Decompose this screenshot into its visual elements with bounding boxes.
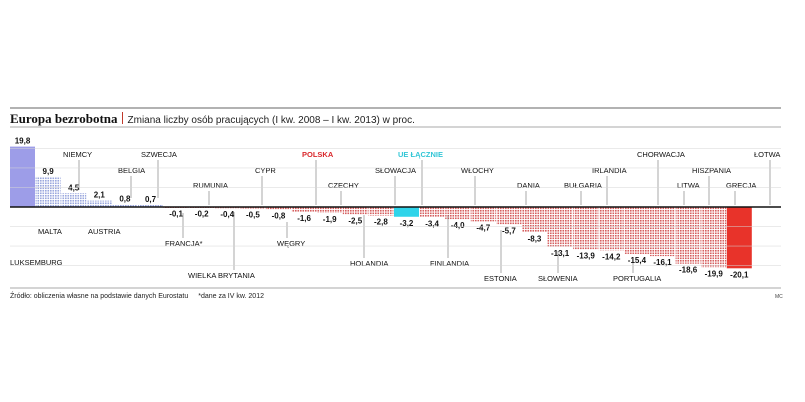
bar-irlandia xyxy=(573,207,599,250)
category-label-rumunia: RUMUNIA xyxy=(193,181,228,190)
bar-ue-lacznie xyxy=(394,207,419,217)
category-label-wielka-brytania: WIELKA BRYTANIA xyxy=(188,271,255,280)
value-label-finlandia: -3,4 xyxy=(425,219,439,228)
category-label-polska: POLSKA xyxy=(302,150,334,159)
value-label-francja: -0,1 xyxy=(169,209,183,218)
bar-dania xyxy=(496,207,522,225)
category-label-cypr: CYPR xyxy=(255,166,276,175)
value-label-portugalia: -14,2 xyxy=(602,252,621,261)
bar-portugalia xyxy=(598,207,624,251)
category-label-litwa: LITWA xyxy=(677,181,700,190)
value-label-austria: 2,1 xyxy=(94,191,106,200)
value-label-bulgaria: -13,1 xyxy=(551,249,570,258)
bar-finlandia xyxy=(419,207,445,218)
title-divider xyxy=(121,112,123,124)
bar-slowenia xyxy=(522,207,547,233)
bar-belgia xyxy=(112,204,138,207)
bar-chorwacja xyxy=(624,207,650,254)
value-label-chorwacja: -15,4 xyxy=(628,256,647,265)
category-label-chorwacja: CHORWACJA xyxy=(637,150,685,159)
category-label-ue-lacznie: UE ŁĄCZNIE xyxy=(398,150,443,159)
bar-bulgaria xyxy=(547,207,573,247)
chart-subtitle: Zmiana liczby osób pracujących (I kw. 20… xyxy=(127,115,415,126)
source-note: Źródło: obliczenia własne na podstawie d… xyxy=(10,293,189,300)
value-label-slowenia: -8,3 xyxy=(528,234,542,243)
value-label-cypr: -0,5 xyxy=(246,211,260,220)
value-label-wielka-brytania: -0,4 xyxy=(220,210,234,219)
value-label-irlandia: -13,9 xyxy=(577,251,596,260)
category-label-bulgaria: BUŁGARIA xyxy=(564,181,602,190)
bar-wlochy xyxy=(445,207,471,220)
bar-szwecja xyxy=(138,204,163,207)
bar-czechy xyxy=(317,207,343,213)
category-label-niemcy: NIEMCY xyxy=(63,150,92,159)
value-label-malta: 9,9 xyxy=(43,167,55,176)
category-label-belgia: BELGIA xyxy=(118,166,145,175)
value-label-czechy: -1,9 xyxy=(323,215,337,224)
value-label-grecja: -19,9 xyxy=(705,270,724,279)
bar-hiszpania xyxy=(675,207,701,264)
value-label-ue-lacznie: -3,2 xyxy=(400,219,414,228)
bar-estonia xyxy=(470,207,496,222)
category-label-holandia: HOLANDIA xyxy=(350,259,388,268)
bar-grecja xyxy=(701,207,727,268)
value-label-slowacja: -2,8 xyxy=(374,218,388,227)
category-label-hiszpania: HISZPANIA xyxy=(692,166,731,175)
bar-wegry xyxy=(266,207,291,210)
category-label-slowenia: SŁOWENIA xyxy=(538,274,578,283)
category-label-dania: DANIA xyxy=(517,181,540,190)
category-label-czechy: CZECHY xyxy=(328,181,359,190)
category-label-grecja: GRECJA xyxy=(726,181,756,190)
chart-header: Europa bezrobotna Zmiana liczby osób prac… xyxy=(10,110,415,128)
category-label-lotwa: ŁOTWA xyxy=(754,150,780,159)
category-label-finlandia: FINLANDIA xyxy=(430,259,469,268)
author-credit: MC xyxy=(775,294,783,300)
value-label-szwecja: 0,7 xyxy=(145,195,157,204)
value-label-holandia: -2,5 xyxy=(348,217,362,226)
bar-polska xyxy=(291,207,317,212)
bar-austria xyxy=(86,200,112,207)
category-label-wegry: WĘGRY xyxy=(277,239,305,248)
value-label-lotwa: -20,1 xyxy=(730,270,749,279)
category-label-luksemburg: LUKSEMBURG xyxy=(10,258,63,267)
bar-holandia xyxy=(342,207,368,215)
chart-footer: Źródło: obliczenia własne na podstawie d… xyxy=(10,293,264,300)
bar-luksemburg xyxy=(10,146,35,207)
chart-title: Europa bezrobotna xyxy=(10,111,118,126)
category-label-szwecja: SZWECJA xyxy=(141,150,177,159)
value-label-polska: -1,6 xyxy=(297,214,311,223)
value-label-dania: -5,7 xyxy=(502,226,516,235)
value-label-hiszpania: -18,6 xyxy=(679,266,698,275)
category-label-portugalia: PORTUGALIA xyxy=(613,274,661,283)
value-label-estonia: -4,7 xyxy=(476,223,490,232)
value-label-belgia: 0,8 xyxy=(119,195,131,204)
bar-litwa xyxy=(650,207,675,257)
footnote: *dane za IV kw. 2012 xyxy=(198,293,264,300)
category-label-francja: FRANCJA* xyxy=(165,239,203,248)
bar-malta xyxy=(35,176,61,207)
category-label-slowacja: SŁOWACJA xyxy=(375,166,416,175)
bar-cypr xyxy=(240,207,266,209)
category-label-wlochy: WŁOCHY xyxy=(461,166,494,175)
bar-lotwa xyxy=(726,207,752,269)
category-label-malta: MALTA xyxy=(38,227,62,236)
value-label-niemcy: 4,5 xyxy=(68,183,80,192)
value-label-luksemburg: 19,8 xyxy=(15,137,31,146)
value-label-wlochy: -4,0 xyxy=(451,221,465,230)
category-label-irlandia: IRLANDIA xyxy=(592,166,627,175)
category-label-austria: AUSTRIA xyxy=(88,227,121,236)
value-label-wegry: -0,8 xyxy=(272,211,286,220)
value-label-litwa: -16,1 xyxy=(653,258,672,267)
bar-niemcy xyxy=(61,193,87,207)
value-label-rumunia: -0,2 xyxy=(195,210,209,219)
category-label-estonia: ESTONIA xyxy=(484,274,517,283)
bar-slowacja xyxy=(368,207,394,216)
